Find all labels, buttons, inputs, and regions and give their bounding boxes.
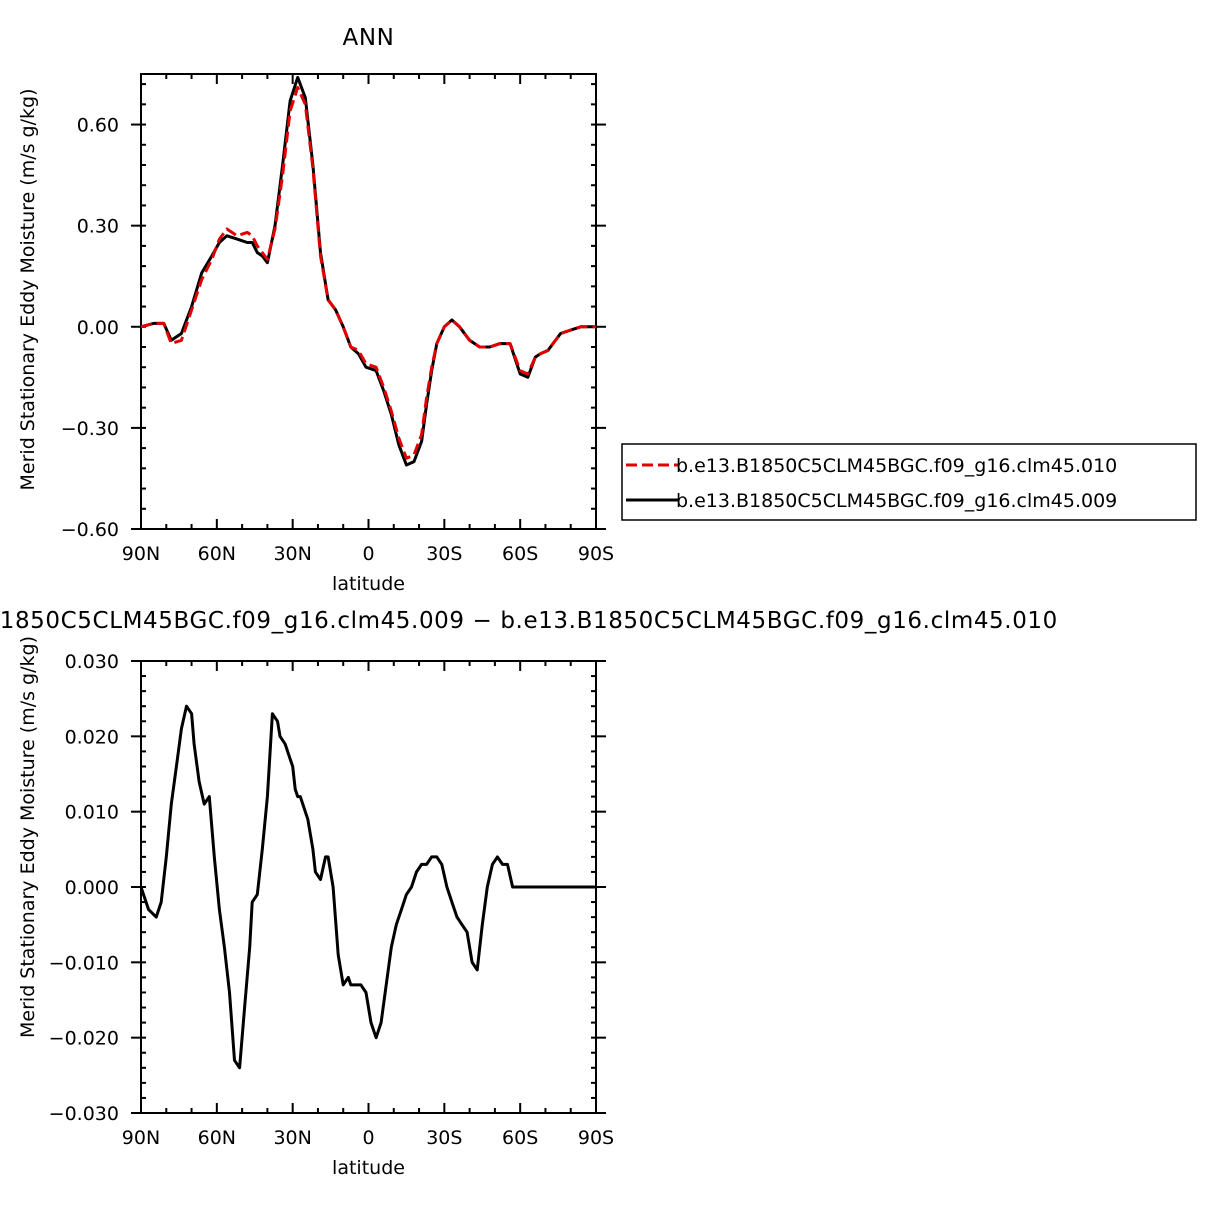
x-tick-label: 30N: [273, 543, 311, 565]
x-tick-label: 30S: [426, 1127, 462, 1149]
chart-title: ANN: [343, 25, 395, 51]
plot-frame: [140, 73, 597, 530]
y-tick-label: −0.010: [49, 952, 119, 974]
x-tick-label: 30S: [426, 543, 462, 565]
x-tick-label: 0: [362, 1127, 374, 1149]
x-tick-label: 90S: [578, 1127, 614, 1149]
y-tick-label: 0.010: [65, 802, 119, 824]
x-tick-label: 30N: [273, 1127, 311, 1149]
chart-title: b.e13.B1850C5CLM45BGC.f09_g16.clm45.009 …: [0, 608, 1058, 634]
chart-annual-mean: 90N 60N 30N 0 30S 60S 90S −0.60 −0.30 0.00 0.30 0.6…: [17, 25, 1197, 595]
y-tick-label: −0.30: [61, 418, 119, 440]
chart-difference: 90N 60N 30N 0 30S 60S 90S −0.030 −0.020 −0.010 0.0…: [0, 608, 1058, 1179]
y-tick-label: 0.00: [77, 317, 119, 339]
y-axis-label: Merid Stationary Eddy Moisture (m/s g/kg…: [17, 636, 39, 1038]
x-tick-label: 60N: [198, 1127, 236, 1149]
x-tick-label: 60S: [502, 543, 538, 565]
series-line-1: [141, 704, 596, 1070]
series-line-1: [141, 86, 596, 460]
y-axis-label: Merid Stationary Eddy Moisture (m/s g/kg…: [17, 89, 39, 491]
y-tick-label: 0.30: [77, 216, 119, 238]
x-tick-label: 90S: [578, 543, 614, 565]
legend-box: [621, 443, 1197, 521]
x-axis-label: latitude: [332, 573, 405, 595]
x-tick-label: 90N: [122, 1127, 160, 1149]
series-line-2: [141, 75, 596, 467]
y-tick-label: 0.020: [65, 726, 119, 748]
legend-label-1: b.e13.B1850C5CLM45BGC.f09_g16.clm45.010: [676, 455, 1117, 477]
y-tick-label: −0.60: [61, 519, 119, 541]
y-tick-label: −0.020: [49, 1028, 119, 1050]
y-tick-label: 0.030: [65, 651, 119, 673]
legend-label-2: b.e13.B1850C5CLM45BGC.f09_g16.clm45.009: [676, 490, 1117, 512]
x-tick-label: 60N: [198, 543, 236, 565]
x-tick-label: 0: [362, 543, 374, 565]
y-tick-label: −0.030: [49, 1103, 119, 1125]
y-tick-label: 0.60: [77, 115, 119, 137]
x-axis-label: latitude: [332, 1157, 405, 1179]
y-tick-label: 0.000: [65, 877, 119, 899]
x-tick-label: 90N: [122, 543, 160, 565]
x-tick-label: 60S: [502, 1127, 538, 1149]
